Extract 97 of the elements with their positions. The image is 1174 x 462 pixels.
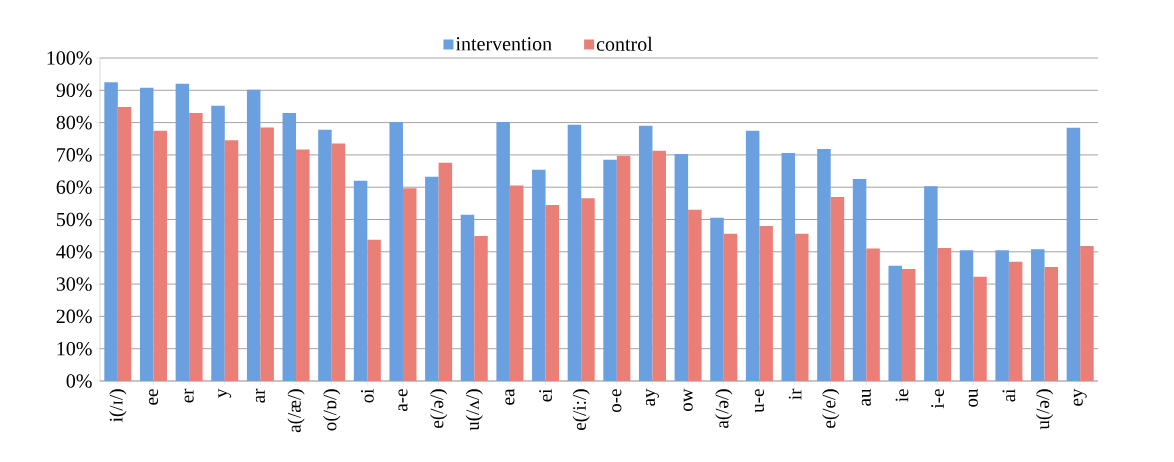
- bar: [496, 121, 510, 381]
- bar: [830, 196, 845, 381]
- x-tick-label: o(/ɒ/): [323, 389, 341, 431]
- x-tick-label: a(/æ/): [287, 389, 305, 433]
- bar: [817, 149, 831, 381]
- bar: [795, 233, 809, 381]
- bar: [652, 150, 666, 381]
- x-tick-label: ie: [895, 389, 909, 402]
- bar: [296, 149, 310, 381]
- x-tick-label: u(/ə/): [1035, 389, 1054, 430]
- x-tick-label: ey: [1073, 388, 1087, 406]
- bar: [1066, 127, 1081, 381]
- bar: [211, 105, 225, 381]
- bar: [260, 127, 274, 381]
- bar: [189, 112, 203, 381]
- bar: [638, 125, 653, 381]
- x-tick-label: e(/e/): [822, 389, 840, 428]
- bar: [153, 130, 167, 381]
- bar: [852, 179, 867, 381]
- bar: [603, 159, 617, 381]
- x-tick-label: ou: [968, 388, 978, 407]
- y-tick-label: 30%: [56, 277, 92, 291]
- x-tick-label: e(/ə/): [430, 389, 448, 428]
- y-tick-label: 90%: [56, 83, 92, 98]
- y-tick-label: 10%: [57, 341, 92, 356]
- x-tick-label: ay: [645, 388, 659, 406]
- y-tick-label: 60%: [56, 180, 92, 194]
- bar: [175, 83, 190, 381]
- bar: [353, 180, 368, 381]
- x-tick-label: ei: [539, 388, 552, 402]
- bar: [104, 82, 118, 381]
- x-tick-label: a(/ə/): [715, 389, 733, 428]
- bar: [224, 140, 239, 381]
- bar: [545, 204, 560, 381]
- y-tick-label: 70%: [57, 148, 92, 162]
- x-tick-label: ea: [505, 388, 515, 405]
- bar: [973, 276, 987, 381]
- legend-label: intervention: [455, 37, 552, 51]
- bar: [866, 248, 880, 381]
- bar: [937, 247, 952, 381]
- bar: [1080, 245, 1094, 381]
- bar: [425, 176, 439, 381]
- x-tick-label: er: [184, 388, 194, 403]
- bar: [1031, 249, 1045, 381]
- bar: [460, 214, 475, 381]
- bar: [389, 121, 403, 381]
- y-tick-label: 80%: [56, 115, 92, 130]
- bar: [139, 87, 154, 381]
- bar: [567, 124, 582, 381]
- y-tick-label: 0%: [66, 374, 92, 388]
- x-tick-label: a-e: [398, 389, 408, 412]
- bar: [688, 209, 702, 381]
- bar: [581, 198, 595, 381]
- bar: [995, 250, 1009, 381]
- x-tick-label: e(/i:/): [572, 389, 590, 430]
- bar: [331, 143, 346, 381]
- bar: [1044, 266, 1059, 381]
- bar: [117, 107, 132, 381]
- x-tick-label: i-e: [931, 389, 944, 409]
- bar: [438, 162, 453, 381]
- x-tick-label: y: [218, 388, 232, 398]
- bar: [959, 250, 974, 381]
- bar: [674, 153, 689, 381]
- bar: [723, 233, 738, 381]
- x-tick-label: u-e: [754, 389, 764, 413]
- bar: [402, 188, 417, 381]
- x-tick-label: ai: [1002, 388, 1016, 402]
- x-tick-label: ir: [788, 388, 802, 400]
- x-tick-label: i(/ɪ/): [109, 389, 127, 422]
- bar: [745, 130, 760, 381]
- bar: [901, 268, 916, 381]
- bar: [509, 185, 524, 381]
- bar: [367, 239, 381, 381]
- x-tick-label: ar: [255, 388, 265, 403]
- x-tick-label: o-e: [612, 389, 622, 413]
- y-tick-label: 20%: [56, 309, 92, 324]
- legend-label: control: [596, 36, 653, 51]
- bar: [616, 155, 631, 381]
- bar: [282, 112, 297, 381]
- y-tick-label: 40%: [56, 245, 92, 259]
- bar: [474, 235, 488, 381]
- x-tick-label: ee: [148, 389, 159, 405]
- bar: [781, 152, 796, 381]
- bar: [888, 265, 902, 381]
- y-tick-label: 50%: [56, 212, 92, 227]
- x-tick-label: au: [861, 388, 871, 406]
- x-tick-label: ow: [683, 388, 693, 412]
- y-tick-label: 100%: [47, 51, 92, 65]
- bar: [318, 129, 332, 381]
- x-tick-label: oi: [360, 388, 374, 403]
- bar: [710, 217, 724, 381]
- x-tick-label: u(/ʌ/): [465, 389, 483, 431]
- bar: [246, 89, 261, 381]
- bar: [1008, 261, 1023, 381]
- bar: [532, 169, 546, 381]
- bar: [759, 225, 773, 381]
- bar: [924, 186, 938, 381]
